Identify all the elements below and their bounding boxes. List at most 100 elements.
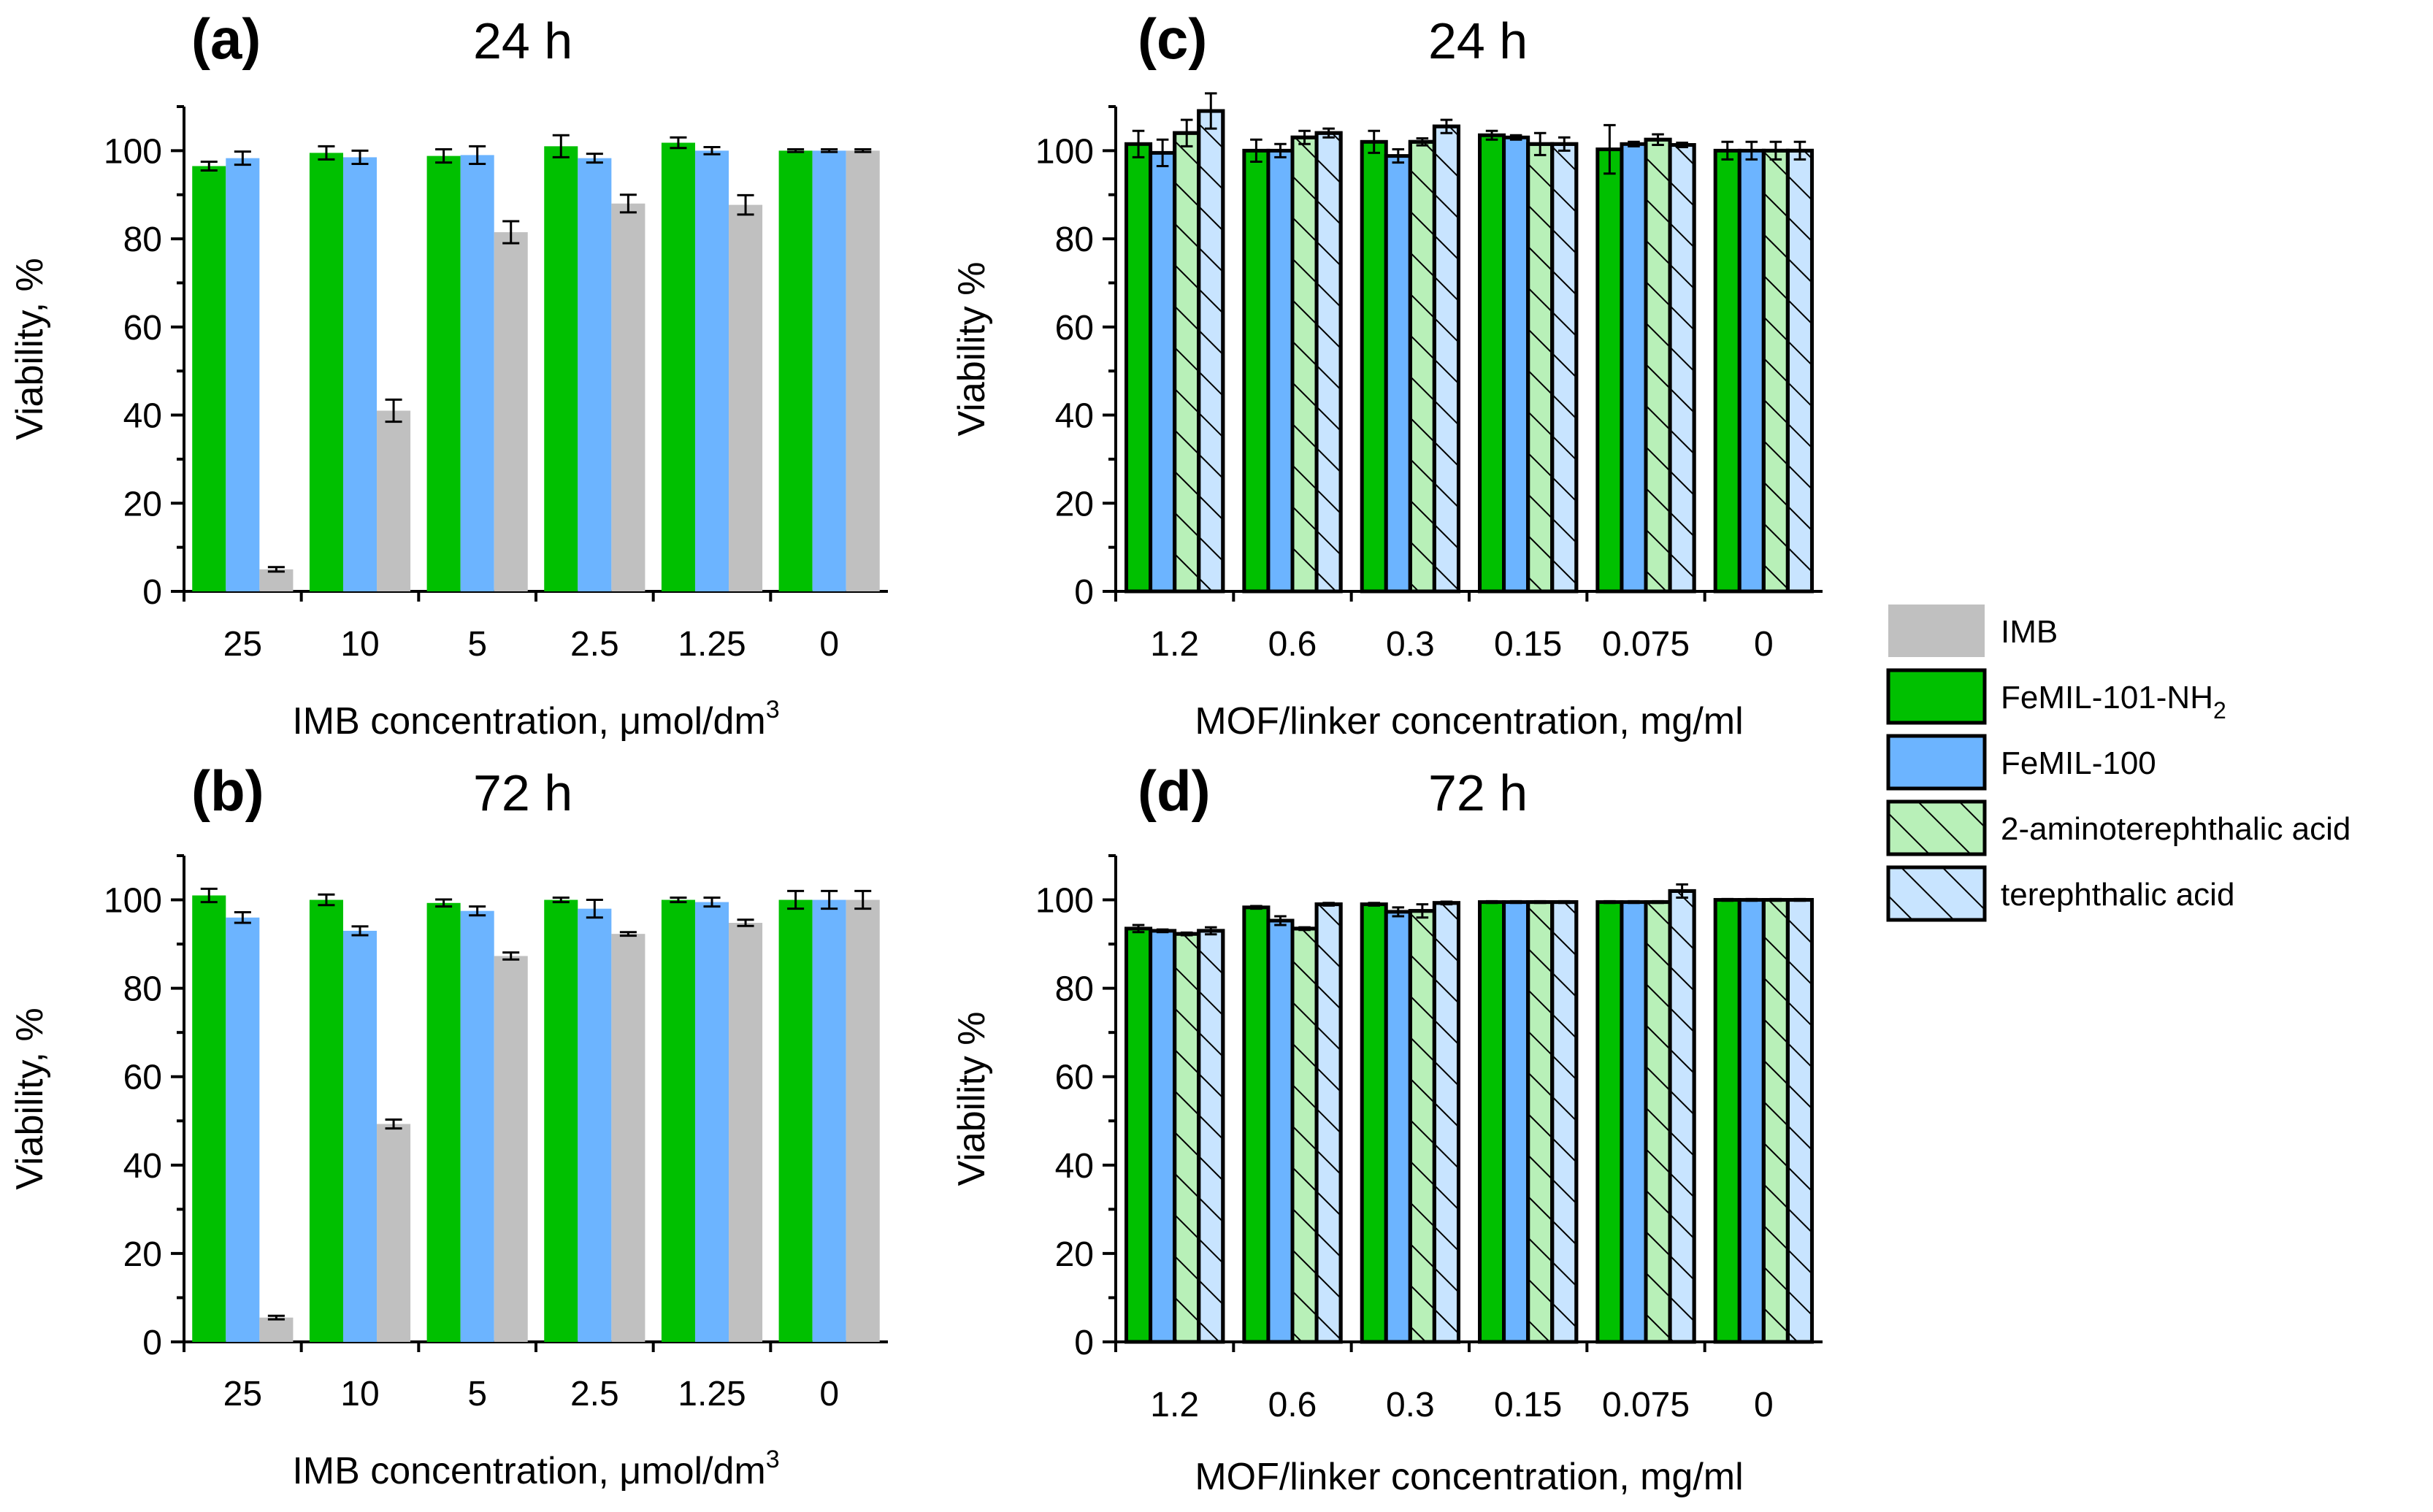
bar-hatch: [1785, 898, 1814, 1344]
y-tick-label: 100: [104, 882, 162, 921]
y-tick-label: 60: [1055, 309, 1094, 348]
panel-letter-b: (b): [191, 759, 264, 823]
bar: [377, 410, 411, 591]
panel-letter-c: (c): [1138, 7, 1207, 71]
panel-title-d: 72 h: [1428, 764, 1528, 821]
bar: [1478, 133, 1506, 594]
bar-hatch: [1668, 889, 1696, 1344]
y-tick-label: 20: [123, 485, 162, 523]
bar-hatch: [1526, 900, 1555, 1344]
bar: [778, 150, 813, 591]
bar: [661, 142, 695, 592]
bar: [611, 203, 645, 591]
y-tick-label: 0: [1074, 573, 1094, 612]
legend-swatch: [1886, 668, 1987, 725]
legend-swatch-hatch: [1886, 799, 1987, 856]
bar: [309, 899, 343, 1342]
bar: [192, 895, 226, 1342]
x-axis-title: MOF/linker concentration, mg/ml: [1195, 1456, 1743, 1498]
x-tick-label: 0.15: [1494, 1386, 1562, 1424]
y-axis-title: Viability %: [951, 262, 993, 437]
x-tick-label: 0: [819, 625, 839, 664]
bar: [1737, 898, 1766, 1344]
x-tick-label: 0: [1754, 625, 1774, 664]
bar: [1384, 910, 1412, 1344]
x-tick-label: 0.075: [1602, 625, 1690, 664]
bar: [1360, 902, 1388, 1344]
y-tick-label: 60: [1055, 1059, 1094, 1097]
bar-hatch: [1668, 143, 1696, 594]
bar: [494, 956, 528, 1342]
x-tick-label: 25: [223, 1375, 262, 1413]
bar: [578, 158, 612, 591]
bar: [426, 156, 461, 591]
bar: [494, 232, 528, 591]
bar-hatch: [1432, 124, 1460, 594]
bar: [1502, 135, 1530, 594]
x-tick-label: 0.6: [1268, 1386, 1317, 1424]
bar-hatch: [1785, 148, 1814, 594]
bar-hatch: [1173, 131, 1201, 594]
bar: [812, 899, 846, 1342]
panel-c: (c) 24 h 0 20 40 60 80 100 Viability % MOF/linker…: [951, 7, 1823, 742]
bar: [1620, 900, 1648, 1344]
bar-hatch: [1644, 900, 1672, 1344]
bar: [1502, 900, 1530, 1344]
bar-hatch: [1550, 142, 1579, 594]
y-tick-label: 0: [142, 573, 162, 612]
x-tick-label: 0.6: [1268, 625, 1317, 664]
x-tick-label: 2.5: [570, 1375, 619, 1413]
bar-hatch: [1761, 148, 1790, 594]
x-tick-label: 1.2: [1150, 625, 1199, 664]
bar: [1242, 148, 1271, 594]
bar: [1266, 918, 1295, 1344]
bar: [1713, 148, 1742, 594]
bar: [1620, 142, 1648, 594]
bar: [846, 899, 880, 1342]
y-axis-title: Viability, %: [9, 1008, 51, 1190]
bar-hatch: [1761, 898, 1790, 1344]
y-tick-label: 100: [1035, 882, 1094, 921]
bar: [1124, 142, 1153, 594]
y-axis-title: Viability %: [951, 1012, 993, 1186]
y-tick-label: 20: [123, 1235, 162, 1274]
bar-hatch: [1432, 901, 1460, 1344]
x-tick-label: 1.2: [1150, 1386, 1199, 1424]
y-tick-label: 0: [1074, 1324, 1094, 1362]
legend-label: IMB: [2001, 614, 2058, 650]
x-tick-label: 10: [340, 625, 379, 664]
y-tick-label: 40: [1055, 397, 1094, 436]
x-tick-label: 1.25: [678, 625, 746, 664]
bar: [1595, 147, 1624, 594]
y-tick-label: 40: [1055, 1147, 1094, 1186]
bar: [812, 150, 846, 591]
y-tick-label: 100: [104, 132, 162, 171]
x-tick-label: 0.075: [1602, 1386, 1690, 1424]
bar: [259, 569, 294, 591]
x-tick-label: 5: [467, 625, 487, 664]
bar: [1124, 926, 1153, 1344]
y-tick-label: 60: [123, 1059, 162, 1097]
y-tick-label: 20: [1055, 1235, 1094, 1274]
bar: [1737, 148, 1766, 594]
bar-hatch: [1197, 109, 1225, 594]
bar: [309, 153, 343, 591]
bar-hatch: [1197, 929, 1225, 1344]
bar: [1478, 900, 1506, 1344]
x-tick-label: 0: [819, 1375, 839, 1413]
bar: [460, 910, 494, 1342]
bar-hatch: [1526, 142, 1555, 594]
x-tick-label: 0.15: [1494, 625, 1562, 664]
panel-title-c: 24 h: [1428, 12, 1528, 69]
bar: [460, 155, 494, 591]
bar-hatch: [1173, 932, 1201, 1344]
panel-d: (d) 72 h 0 20 40 60 80 100 Viability % MOF/linker…: [951, 759, 1823, 1498]
x-tick-label: 0.3: [1386, 1386, 1435, 1424]
y-tick-label: 80: [1055, 220, 1094, 259]
bar: [1242, 905, 1271, 1344]
bar: [661, 899, 695, 1342]
